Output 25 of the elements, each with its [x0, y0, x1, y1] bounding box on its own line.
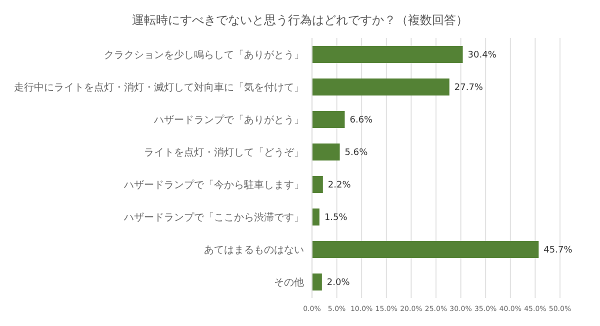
- bar: [312, 274, 322, 290]
- bar: [312, 176, 323, 193]
- bar: [312, 78, 450, 96]
- data-label: 30.4%: [468, 50, 497, 61]
- y-tick-label: あてはまるものはない: [204, 244, 304, 256]
- bar: [312, 208, 320, 226]
- data-label: 1.5%: [324, 213, 348, 224]
- data-label: 2.2%: [328, 180, 352, 191]
- y-tick-label: その他: [274, 276, 304, 288]
- y-tick-label: ハザードランプで「ここから渋滞です」: [123, 211, 304, 224]
- data-label: 45.7%: [544, 246, 573, 256]
- data-label: 6.6%: [350, 116, 374, 126]
- data-label: 5.6%: [344, 148, 368, 158]
- y-tick-label: ライトを点灯・消灯して「どうぞ」: [144, 146, 304, 158]
- bar: [312, 241, 539, 258]
- bar: [312, 46, 463, 63]
- data-label: 27.7%: [454, 83, 484, 94]
- chart-title: 運転時にすべきでないと思う行為はどれですか？（複数回答）: [131, 12, 469, 29]
- y-tick-label: クラクションを少し鳴らして「ありがとう」: [104, 48, 304, 61]
- bar: [312, 144, 340, 160]
- bar: [312, 111, 345, 128]
- data-label: 2.0%: [326, 278, 350, 288]
- y-tick-label: ハザードランプで「ありがとう」: [153, 114, 304, 126]
- y-tick-label: 走行中にライトを点灯・消灯・滅灯して対向車に「気を付けて」: [14, 81, 304, 94]
- y-tick-label: ハザードランプで「今から駐車します」: [123, 178, 304, 191]
